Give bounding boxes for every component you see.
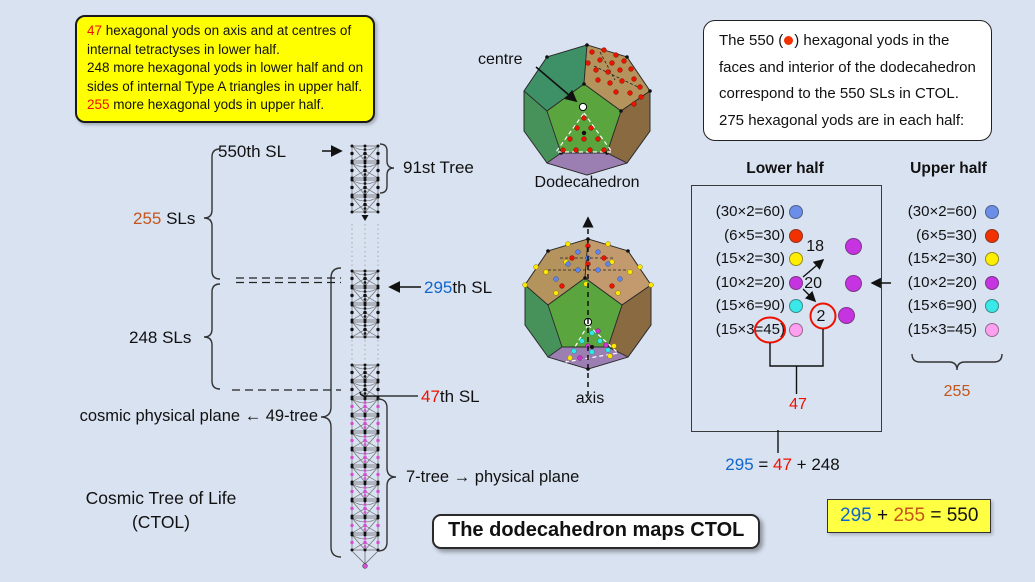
lower-centre-dot	[583, 317, 593, 327]
lower-row-6: (15×3=45)	[715, 320, 785, 338]
upper-half-title: Upper half	[910, 160, 987, 177]
centre-dot	[578, 102, 588, 112]
info-line-5: 255 more hexagonal yods in upper half.	[87, 97, 325, 112]
upper-row-3: (15×2=30)	[907, 250, 977, 267]
upper-row-6: (15×3=45)	[907, 320, 977, 338]
arrow-centre	[535, 66, 578, 103]
lower-dot-6	[789, 322, 803, 337]
label-7-tree: 7-tree → physical plane	[406, 468, 580, 486]
brace-248-sls	[203, 283, 221, 390]
upper-row-1: (30×2=60)	[907, 203, 977, 220]
note-line-4: 275 hexagonal yods are in each half:	[719, 111, 965, 129]
info-line-3: 248 more hexagonal yods in lower half an…	[87, 60, 364, 75]
upper-dot-5	[985, 299, 999, 313]
upper-row-4: (10×2=20)	[907, 273, 977, 291]
value-2: 2	[816, 308, 826, 325]
red-yod-dot-icon	[784, 35, 794, 45]
label-axis: axis	[575, 390, 605, 407]
upper-dot-6	[985, 322, 999, 337]
note-line-1: The 550 () hexagonal yods in the	[719, 32, 950, 49]
info-line-1: 47 hexagonal yods on axis and at centres…	[87, 23, 352, 38]
value-18: 18	[806, 238, 824, 255]
lower-row-5: (15×6=90)	[715, 297, 785, 314]
brace-upper-255	[911, 353, 1003, 371]
label-47th-sl: 47th SL	[421, 387, 480, 406]
lower-dot-2	[789, 228, 803, 243]
diagram-title-box: The dodecahedron maps CTOL	[432, 514, 761, 549]
label-ctol: Cosmic Tree of Life (CTOL)	[85, 488, 237, 532]
lower-dot-4	[789, 275, 803, 290]
upper-row-5: (15×6=90)	[907, 297, 977, 314]
note-line-3: correspond to the 550 SLs in CTOL.	[719, 85, 959, 102]
label-dodecahedron: Dodecahedron	[534, 174, 640, 191]
dashes-295-level	[236, 277, 341, 284]
lower-dot-1	[789, 205, 803, 219]
upper-dot-4	[985, 275, 999, 290]
value-20: 20	[804, 275, 822, 292]
lower-half-title: Lower half	[746, 160, 824, 177]
brace-7-tree	[377, 398, 397, 552]
label-91st-tree: 91st Tree	[403, 158, 474, 177]
lower-row-1: (30×2=60)	[715, 203, 785, 220]
label-49-tree: cosmic physical plane ← 49-tree	[79, 407, 318, 425]
lower-row-2: (6×5=30)	[724, 226, 785, 244]
dodecahedron-note-box: The 550 () hexagonal yods in the faces a…	[703, 20, 992, 141]
hexagonal-yods-info-box: 47 hexagonal yods on axis and at centres…	[75, 15, 376, 123]
dot-18	[845, 238, 862, 255]
ctol-tree	[349, 144, 381, 569]
dot-20	[845, 275, 862, 292]
lower-dot-5	[789, 299, 803, 313]
equation-295-47-248: 295 = 47 + 248	[725, 455, 840, 474]
line-47th-sl	[359, 391, 418, 397]
upper-dot-1	[985, 205, 999, 219]
dodecahedron-lower	[522, 237, 654, 371]
brace-91st-tree	[379, 143, 395, 194]
info-line-2: internal tetractyses in lower half.	[87, 41, 280, 57]
upper-total-255: 255	[943, 383, 971, 400]
dot-2	[838, 307, 855, 324]
upper-dot-2	[985, 228, 999, 243]
lower-row-4: (10×2=20)	[715, 273, 785, 291]
dodecahedron-upper	[523, 43, 652, 176]
label-550th-sl: 550th SL	[218, 142, 287, 161]
upper-dot-3	[985, 252, 999, 266]
label-248-sls: 248 SLs	[129, 328, 192, 347]
lower-total-47: 47	[789, 396, 807, 413]
info-line-4: sides of internal Type A triangles in up…	[87, 78, 363, 94]
lower-dot-3	[789, 252, 803, 266]
lower-row-3: (15×2=30)	[715, 250, 785, 267]
upper-row-2: (6×5=30)	[916, 226, 977, 244]
equation-box-295-255-550: 295 + 255 = 550	[827, 499, 992, 533]
brace-49-tree	[320, 267, 342, 558]
label-255-sls: 255 SLs	[133, 209, 196, 228]
label-295th-sl: 295th SL	[424, 278, 493, 297]
label-centre: centre	[478, 51, 523, 68]
note-line-2: faces and interior of the dodecahedron	[719, 58, 976, 76]
brace-255-sls	[203, 148, 221, 280]
lower-half-box	[691, 185, 882, 432]
